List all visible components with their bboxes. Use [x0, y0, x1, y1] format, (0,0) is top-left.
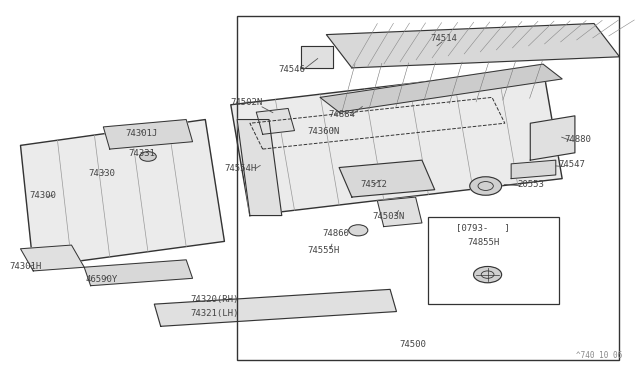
Text: [0793-   ]: [0793- ] — [456, 223, 510, 232]
Circle shape — [474, 266, 502, 283]
Text: 74512: 74512 — [361, 180, 388, 189]
Text: 74360N: 74360N — [307, 127, 339, 136]
Circle shape — [140, 152, 156, 161]
Circle shape — [470, 177, 502, 195]
Circle shape — [349, 225, 368, 236]
Text: 74880: 74880 — [564, 135, 591, 144]
Polygon shape — [378, 197, 422, 227]
Text: 74514: 74514 — [431, 34, 458, 43]
Bar — [428, 217, 559, 304]
Polygon shape — [256, 109, 294, 134]
Polygon shape — [20, 119, 225, 267]
Polygon shape — [154, 289, 396, 326]
Text: 74500: 74500 — [399, 340, 426, 349]
Text: 74320(RH): 74320(RH) — [191, 295, 239, 304]
Text: 74547: 74547 — [558, 160, 585, 170]
Polygon shape — [339, 160, 435, 197]
Text: 74330: 74330 — [88, 169, 115, 177]
Polygon shape — [320, 64, 562, 112]
Text: 20553: 20553 — [517, 180, 544, 189]
Text: 74855H: 74855H — [467, 238, 499, 247]
Text: 74301J: 74301J — [125, 129, 157, 138]
Polygon shape — [237, 119, 282, 215]
Polygon shape — [301, 46, 333, 68]
Text: 46590Y: 46590Y — [86, 275, 118, 283]
Polygon shape — [20, 245, 84, 271]
Text: 74321(LH): 74321(LH) — [191, 309, 239, 318]
Bar — [237, 16, 620, 359]
Text: ^740 10 06: ^740 10 06 — [577, 350, 623, 359]
Polygon shape — [511, 160, 556, 179]
Polygon shape — [231, 68, 562, 215]
Text: 74331: 74331 — [128, 150, 155, 158]
Text: 74301H: 74301H — [10, 262, 42, 271]
Polygon shape — [84, 260, 193, 286]
Text: 74860: 74860 — [323, 229, 349, 238]
Polygon shape — [531, 116, 575, 160]
Polygon shape — [326, 23, 620, 68]
Text: 74300: 74300 — [29, 191, 56, 200]
Text: 74554H: 74554H — [224, 164, 257, 173]
Text: 74555H: 74555H — [307, 246, 339, 255]
Text: 74884: 74884 — [329, 109, 356, 119]
Polygon shape — [103, 119, 193, 149]
Text: 74502N: 74502N — [230, 99, 263, 108]
Text: 74546: 74546 — [278, 65, 305, 74]
Text: 74503N: 74503N — [372, 212, 405, 221]
